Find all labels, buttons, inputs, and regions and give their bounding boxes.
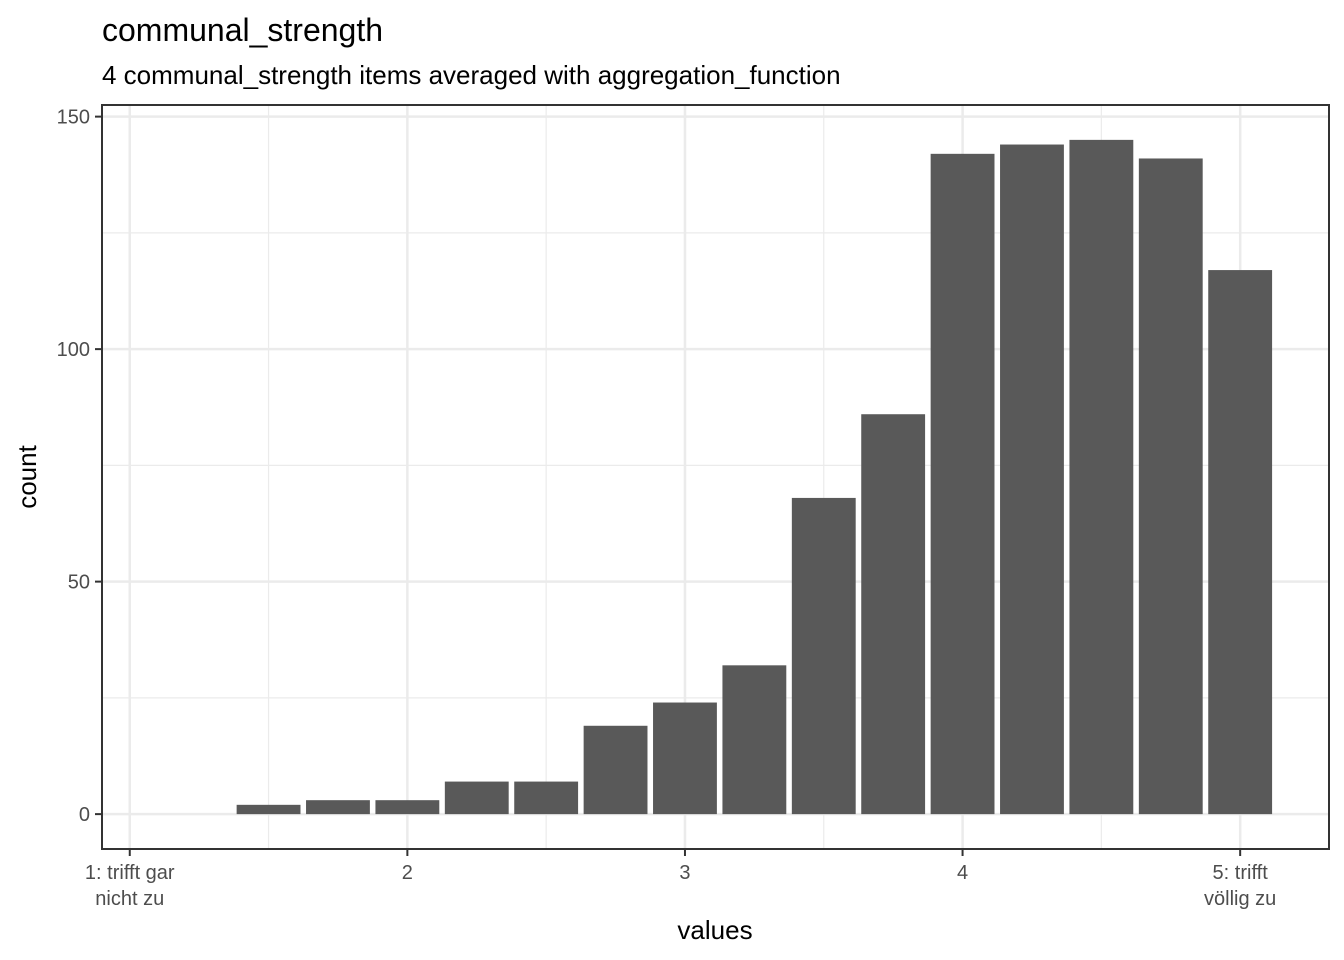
x-tick-label: 3 — [679, 862, 690, 884]
bar — [653, 702, 717, 815]
plot-panel-border — [101, 104, 1330, 850]
bar — [722, 665, 787, 815]
bar — [306, 800, 370, 815]
x-tick-label: 4 — [957, 862, 968, 884]
y-tick-label: 0 — [79, 804, 90, 826]
bars — [236, 139, 1273, 815]
y-tick-label: 100 — [57, 339, 90, 361]
bar — [861, 414, 926, 815]
x-tick-label: 1: trifft gar nicht zu — [85, 862, 175, 910]
bar — [930, 153, 995, 815]
chart-title: communal_strength — [102, 12, 383, 48]
x-tick-label: 5: trifft völlig zu — [1204, 862, 1276, 910]
bar — [1000, 144, 1064, 815]
axis-ticks: 0 50 100 150 1: trifft gar nicht zu 2 3 4 5: trif… — [57, 107, 1277, 910]
y-axis-title: count — [12, 444, 42, 508]
y-tick-label: 50 — [68, 572, 90, 594]
bar — [1138, 158, 1203, 815]
bar — [444, 781, 509, 815]
bar — [1208, 270, 1273, 815]
x-tick-label: 2 — [402, 862, 413, 884]
bar — [583, 725, 648, 815]
y-tick-label: 150 — [57, 107, 90, 129]
bar — [791, 497, 856, 815]
bar — [236, 804, 301, 815]
bar — [514, 781, 579, 815]
x-axis-title: values — [677, 915, 752, 945]
bar — [375, 800, 440, 815]
bar — [1069, 139, 1134, 815]
chart-subtitle: 4 communal_strength items averaged with … — [102, 60, 841, 90]
